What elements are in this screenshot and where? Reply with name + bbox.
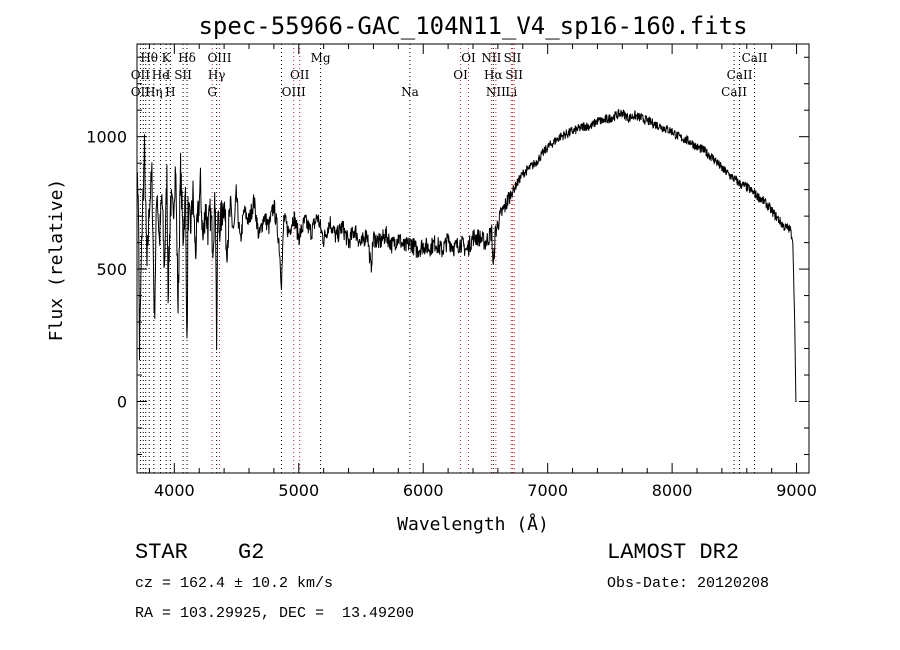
x-tick-label: 7000: [527, 481, 568, 500]
line-label: OIII: [282, 85, 306, 99]
x-tick-label: 8000: [652, 481, 693, 500]
line-label: OI: [453, 68, 468, 82]
line-label: SII: [174, 68, 192, 82]
line-label: Hγ: [208, 68, 226, 82]
x-tick-label: 6000: [403, 481, 444, 500]
spectrum-line: [136, 109, 797, 402]
line-label: OIII: [207, 51, 231, 65]
line-label: OII: [131, 68, 151, 82]
line-label: K: [162, 51, 172, 65]
object-class: STAR: [135, 540, 188, 565]
y-axis-ticks: 0 500 1000: [86, 56, 809, 455]
line-label: Hθ: [140, 51, 158, 65]
line-label: CaII: [727, 68, 753, 82]
line-label: OII: [290, 68, 310, 82]
line-label: Na: [401, 85, 419, 99]
line-label: H: [165, 85, 175, 99]
x-tick-label: 4000: [154, 481, 195, 500]
plot-series: [136, 109, 797, 402]
subclass: G2: [238, 540, 265, 565]
line-label: OII: [131, 85, 151, 99]
line-label: CaII: [742, 51, 768, 65]
y-tick-label: 0: [117, 393, 127, 412]
line-label: NII: [486, 85, 506, 99]
line-label: Hδ: [178, 51, 196, 65]
y-tick-label: 1000: [86, 128, 127, 147]
line-label: OI: [461, 51, 476, 65]
x-axis-label: Wavelength (Å): [397, 513, 549, 535]
line-label: SII: [505, 68, 523, 82]
spectral-line-markers: [139, 44, 755, 473]
line-label: G: [207, 85, 217, 99]
line-label: Hη: [145, 85, 163, 99]
line-label: SII: [504, 51, 522, 65]
survey-name: LAMOST DR2: [607, 540, 740, 565]
line-label: I: [166, 68, 171, 82]
line-label: CaII: [721, 85, 747, 99]
x-axis-ticks: 4000 5000 6000 7000 8000 9000: [148, 44, 817, 500]
plot-frame: [136, 43, 810, 474]
line-label: Hα: [484, 68, 503, 82]
coordinates: RA = 103.29925, DEC = 13.49200: [135, 605, 415, 622]
line-label: He: [152, 68, 170, 82]
redshift-velocity: cz = 162.4 ± 10.2 km/s: [135, 575, 334, 592]
line-label: Mg: [311, 51, 331, 65]
x-tick-label: 5000: [278, 481, 319, 500]
chart-title: spec-55966-GAC_104N11_V4_sp16-160.fits: [198, 12, 747, 40]
line-label: NII: [481, 51, 501, 65]
x-tick-label: 9000: [776, 481, 817, 500]
y-tick-label: 500: [96, 260, 127, 279]
observation-date: Obs-Date: 20120208: [607, 575, 770, 592]
line-label: Li: [505, 85, 517, 99]
y-axis-label: Flux (relative): [46, 179, 67, 342]
